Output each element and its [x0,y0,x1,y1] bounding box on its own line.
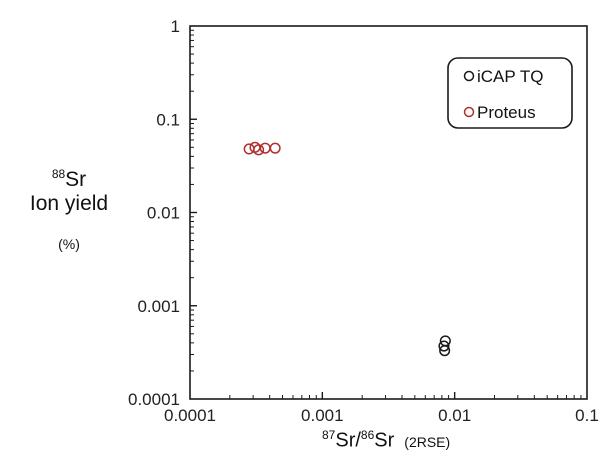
legend-marker-proteus [463,106,475,118]
data-point-proteus [243,143,255,155]
data-point-proteus [253,144,265,156]
x-tick-label: 0.01 [438,406,471,425]
x-axis-label-note: (2RSE) [404,433,451,450]
x-tick-label: 0.1 [575,406,599,425]
y-tick-label: 0.1 [156,110,180,129]
data-point-proteus [269,142,281,154]
y-tick-label: 1 [171,17,180,36]
x-axis-label: 87Sr/86Sr (2RSE) [322,428,451,452]
y-axis-label-title: Ion yield [29,192,109,215]
y-axis-label: 88Sr Ion yield (%) [16,162,122,252]
legend-marker-icap-tq [463,70,475,82]
data-point-icap-tq [439,345,451,357]
legend-box [447,57,573,129]
data-point-icap-tq [438,340,450,352]
y-tick-label: 0.001 [137,297,180,316]
legend: iCAP TQ Proteus [447,57,573,129]
legend-label-icap-tq: iCAP TQ [477,67,543,86]
y-axis-label-unit: (%) [58,236,80,252]
x-tick-label: 0.001 [301,406,344,425]
x-tick-label: 0.0001 [164,406,216,425]
data-point-proteus [259,142,271,154]
y-tick-label: 0.01 [147,204,180,223]
y-axis-label-species: 88Sr [51,167,87,191]
y-tick-label: 0.0001 [128,390,180,409]
legend-label-proteus: Proteus [477,103,536,122]
